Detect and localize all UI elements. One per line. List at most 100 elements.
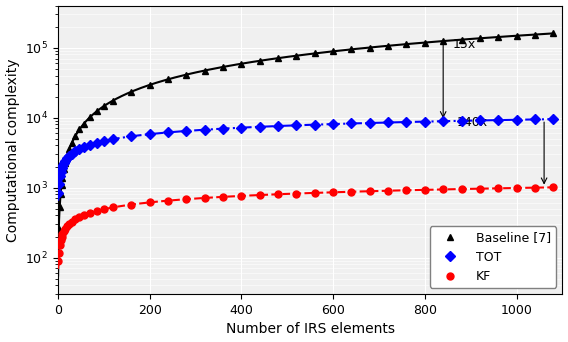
Baseline [7] — [55, 227, 62, 231]
TOT — [165, 130, 172, 134]
TOT — [146, 132, 153, 136]
Baseline [7] — [165, 77, 172, 81]
KF — [56, 242, 63, 247]
TOT — [76, 147, 83, 151]
Baseline [7] — [274, 56, 281, 60]
KF — [81, 213, 87, 217]
KF — [128, 202, 135, 207]
TOT — [66, 154, 73, 158]
X-axis label: Number of IRS elements: Number of IRS elements — [225, 323, 395, 337]
KF — [403, 188, 410, 192]
KF — [60, 229, 67, 233]
TOT — [458, 119, 465, 123]
Baseline [7] — [55, 250, 62, 254]
Baseline [7] — [76, 128, 83, 132]
Baseline [7] — [110, 98, 116, 103]
Baseline [7] — [57, 192, 64, 196]
TOT — [110, 137, 116, 141]
KF — [421, 188, 428, 192]
KF — [64, 224, 70, 228]
KF — [477, 187, 483, 191]
Baseline [7] — [81, 121, 87, 126]
Baseline [7] — [421, 40, 428, 44]
KF — [146, 200, 153, 205]
Baseline [7] — [64, 154, 70, 158]
TOT — [477, 118, 483, 122]
Baseline [7] — [366, 45, 373, 50]
KF — [183, 197, 190, 201]
KF — [238, 194, 245, 198]
KF — [72, 218, 79, 222]
Baseline [7] — [532, 32, 538, 37]
KF — [62, 227, 69, 231]
TOT — [274, 124, 281, 128]
KF — [220, 195, 227, 199]
Baseline [7] — [146, 83, 153, 87]
Baseline [7] — [93, 109, 100, 113]
KF — [550, 185, 557, 189]
TOT — [366, 121, 373, 125]
Baseline [7] — [458, 38, 465, 42]
TOT — [311, 122, 318, 127]
TOT — [68, 152, 75, 156]
Text: 15x: 15x — [452, 38, 475, 51]
Baseline [7] — [293, 54, 300, 58]
Baseline [7] — [86, 115, 93, 119]
KF — [68, 220, 75, 224]
Baseline [7] — [348, 47, 355, 51]
KF — [385, 189, 391, 193]
Baseline [7] — [220, 65, 227, 69]
TOT — [201, 128, 208, 132]
KF — [274, 192, 281, 196]
Y-axis label: Computational complexity: Computational complexity — [6, 58, 19, 241]
Baseline [7] — [183, 73, 190, 77]
TOT — [183, 129, 190, 133]
Baseline [7] — [311, 51, 318, 55]
KF — [293, 192, 300, 196]
Baseline [7] — [128, 90, 135, 94]
TOT — [81, 145, 87, 149]
Baseline [7] — [201, 68, 208, 73]
TOT — [86, 143, 93, 147]
TOT — [62, 159, 69, 163]
TOT — [93, 141, 100, 145]
TOT — [238, 126, 245, 130]
Baseline [7] — [59, 176, 66, 180]
TOT — [57, 170, 64, 174]
KF — [532, 186, 538, 190]
TOT — [59, 164, 66, 168]
KF — [55, 251, 62, 255]
Baseline [7] — [403, 42, 410, 46]
TOT — [385, 120, 391, 124]
TOT — [55, 190, 62, 195]
KF — [311, 191, 318, 195]
KF — [513, 186, 520, 190]
Baseline [7] — [238, 62, 245, 66]
Baseline [7] — [60, 167, 67, 171]
Baseline [7] — [58, 183, 65, 187]
Baseline [7] — [513, 34, 520, 38]
KF — [366, 189, 373, 193]
KF — [458, 187, 465, 191]
Line: TOT: TOT — [55, 116, 557, 196]
TOT — [550, 117, 557, 121]
Baseline [7] — [477, 36, 483, 40]
TOT — [513, 118, 520, 122]
KF — [76, 215, 83, 219]
Baseline [7] — [550, 31, 557, 36]
TOT — [348, 121, 355, 126]
TOT — [55, 182, 62, 186]
TOT — [256, 125, 263, 129]
Line: KF: KF — [55, 184, 557, 264]
KF — [495, 186, 502, 190]
Baseline [7] — [101, 104, 107, 108]
TOT — [440, 119, 446, 123]
KF — [348, 190, 355, 194]
KF — [256, 193, 263, 197]
Line: Baseline [7]: Baseline [7] — [55, 30, 557, 255]
Text: 140x: 140x — [457, 116, 488, 129]
Baseline [7] — [56, 205, 63, 209]
KF — [101, 207, 107, 211]
KF — [329, 190, 336, 194]
KF — [59, 232, 66, 236]
